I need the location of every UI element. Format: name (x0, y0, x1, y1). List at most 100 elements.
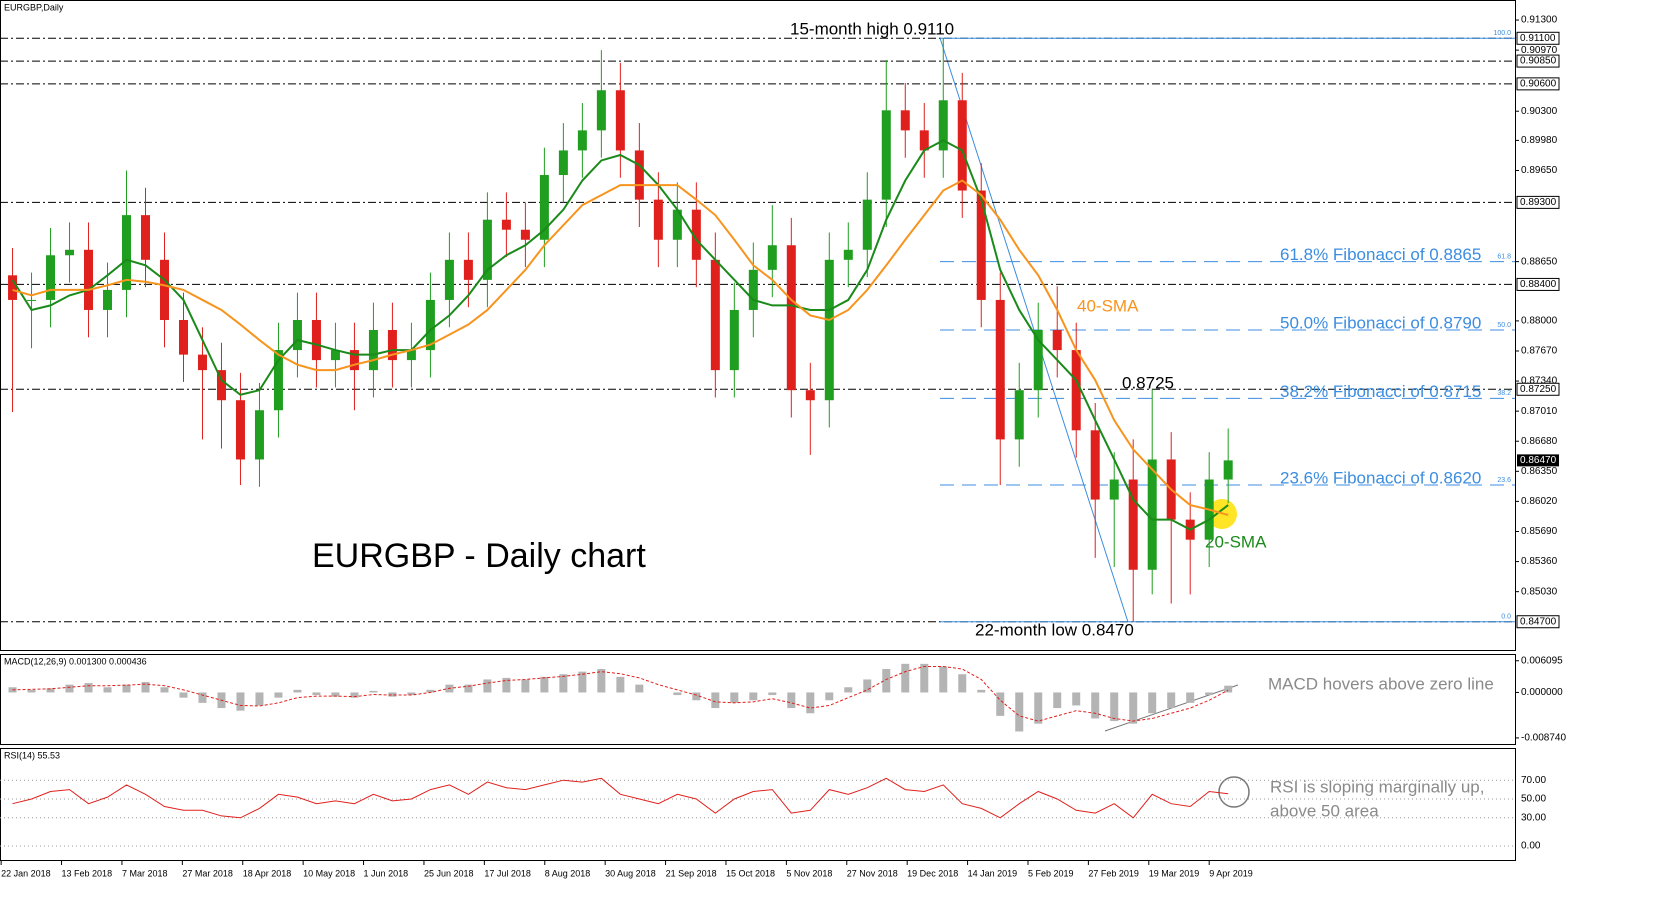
macd-bar (863, 679, 872, 693)
level-label: 0.91100 (1520, 33, 1556, 44)
y-tick-label: 0.85690 (1521, 526, 1558, 537)
macd-bar (711, 692, 720, 709)
macd-bar (1224, 685, 1233, 693)
annotation: MACD hovers above zero line (1268, 674, 1494, 693)
candle-body (1147, 459, 1157, 570)
candle-body (824, 259, 834, 401)
x-tick-label: 13 Feb 2018 (62, 868, 113, 878)
macd-bar (141, 682, 150, 693)
candle-body (159, 259, 169, 320)
macd-bar (1053, 692, 1062, 709)
candle-body (862, 199, 872, 250)
macd-bar (673, 692, 682, 696)
macd-bar (768, 692, 777, 696)
x-tick-label: 7 Mar 2018 (122, 868, 168, 878)
y-tick-label: 70.00 (1521, 775, 1546, 786)
fib-label: 23.6% Fibonacci of 0.8620 (1280, 468, 1481, 487)
macd-bar (426, 689, 435, 693)
candle-body (482, 219, 492, 280)
chart-title: EURGBP - Daily chart (312, 537, 646, 575)
y-tick-label: 0.87340 (1521, 376, 1558, 387)
x-tick-label: 27 Feb 2019 (1088, 868, 1139, 878)
x-tick-label: 5 Feb 2019 (1028, 868, 1074, 878)
macd-bar (1015, 692, 1024, 732)
candle-body (919, 130, 929, 151)
fib-label: 50.0% Fibonacci of 0.8790 (1280, 313, 1481, 332)
macd-bar (806, 692, 815, 714)
y-tick-label: 0.88650 (1521, 256, 1558, 267)
candle-body (387, 330, 397, 361)
macd-bar (8, 687, 17, 693)
x-tick-label: 22 Jan 2018 (1, 868, 51, 878)
candle-body (691, 209, 701, 260)
macd-bar (616, 676, 625, 693)
x-tick-label: 10 May 2018 (303, 868, 355, 878)
candle-body (957, 100, 967, 191)
x-tick-label: 21 Sep 2018 (666, 868, 717, 878)
candle-body (938, 100, 948, 151)
y-tick-label: 0.86350 (1521, 466, 1558, 477)
candle-body (995, 299, 1005, 440)
candle-body (292, 319, 302, 351)
level-label-box (1516, 615, 1560, 629)
candle-body (444, 259, 454, 300)
candle-body (103, 289, 113, 310)
candle-body (881, 110, 891, 200)
macd-bar (958, 674, 967, 693)
macd-bar (84, 683, 93, 693)
y-tick-label: 0.006095 (1521, 655, 1563, 666)
candle-body (1128, 479, 1138, 570)
y-tick-label: 0.90300 (1521, 106, 1558, 117)
last-price-label: 0.86470 (1520, 455, 1557, 466)
fib-ratio: 50.0 (1497, 322, 1511, 329)
candle-body (805, 390, 815, 401)
x-tick-label: 1 Jun 2018 (364, 868, 409, 878)
macd-bar (578, 671, 587, 693)
level-label: 0.90600 (1520, 79, 1557, 90)
macd-bar (122, 684, 131, 693)
x-tick-label: 5 Nov 2018 (786, 868, 832, 878)
y-tick-label: 0.88000 (1521, 316, 1558, 327)
candle-body (786, 245, 796, 391)
candle-body (235, 400, 245, 460)
annotation: 0.8725 (1122, 373, 1174, 392)
candle-body (729, 309, 739, 371)
candle-body (1071, 350, 1081, 431)
x-tick-label: 18 Apr 2018 (243, 868, 292, 878)
rsi-line (12, 777, 1229, 819)
macd-bar (939, 666, 948, 693)
x-tick-label: 25 Jun 2018 (424, 868, 474, 878)
y-tick-label: -0.008740 (1521, 733, 1566, 744)
annotation: 15-month high 0.9110 (790, 19, 954, 38)
level-label: 0.90850 (1520, 56, 1557, 67)
macd-bar (274, 692, 283, 698)
y-tick-label: 0.87010 (1521, 406, 1558, 417)
macd-bar (464, 684, 473, 693)
y-tick-label: 0.87670 (1521, 346, 1558, 357)
candle-body (577, 130, 587, 151)
annotation: 22-month low 0.8470 (975, 620, 1134, 639)
level-label-box (1516, 382, 1560, 396)
macd-bar (901, 663, 910, 693)
level-label: 0.84700 (1520, 616, 1557, 627)
candle-body (216, 370, 226, 401)
y-tick-label: 0.91300 (1521, 15, 1558, 26)
fib-ratio: 100.0 (1493, 30, 1511, 37)
fib-ratio: 23.6 (1497, 477, 1511, 484)
sma-line (12, 179, 1229, 517)
macd-bar (388, 692, 397, 697)
y-tick-label: 0.85030 (1521, 586, 1558, 597)
macd-bar (920, 663, 929, 693)
candle-body (900, 110, 910, 131)
candle-body (463, 259, 473, 280)
candle-body (311, 319, 321, 361)
y-tick-label: 0.85360 (1521, 556, 1558, 567)
macd-bar (521, 679, 530, 693)
level-label-box (1516, 195, 1560, 209)
macd-bar (369, 690, 378, 693)
macd-bar (1205, 692, 1214, 696)
fib-ratio: 0.0 (1501, 614, 1511, 621)
level-label: 0.88400 (1520, 279, 1557, 290)
candle-body (1052, 330, 1062, 351)
